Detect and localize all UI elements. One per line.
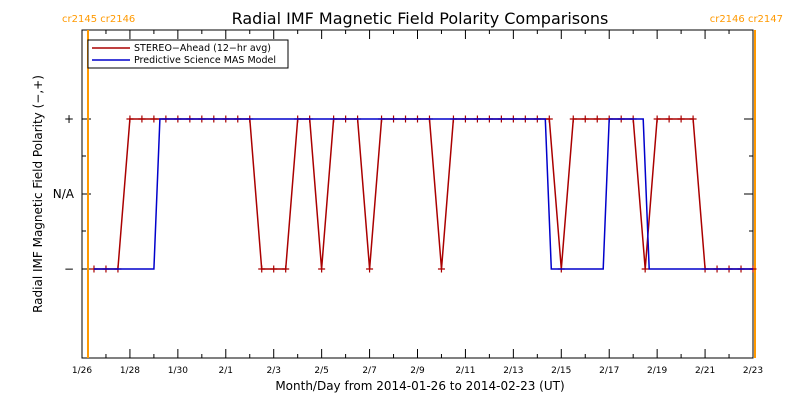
stereo-data-point xyxy=(126,115,134,123)
plot-frame xyxy=(81,29,754,359)
x-tick-label: 2/15 xyxy=(551,366,571,376)
x-tick-label: 2/3 xyxy=(266,366,280,376)
stereo-polarity-line xyxy=(94,118,753,270)
x-tick-label: 2/13 xyxy=(503,366,523,376)
stereo-data-point xyxy=(641,265,649,273)
stereo-data-point xyxy=(677,115,685,123)
stereo-data-point xyxy=(150,115,158,123)
x-axis: 1/26 1/28 1/30 2/1 2/3 2/5 2/7 2/9 2/11 2/13 2/15 2… xyxy=(72,30,763,376)
legend-label-mas: Predictive Science MAS Model xyxy=(134,55,276,66)
stereo-data-point xyxy=(366,265,374,273)
y-tick-label: − xyxy=(64,262,74,276)
x-tick-label: 1/26 xyxy=(72,366,92,376)
stereo-data-point xyxy=(270,265,278,273)
mas-model-polarity-line xyxy=(94,118,753,270)
y-tick-label: N/A xyxy=(53,187,75,201)
stereo-data-point xyxy=(282,265,290,273)
x-tick-label: 2/23 xyxy=(743,366,763,376)
stereo-data-point xyxy=(545,115,553,123)
x-tick-label: 2/21 xyxy=(695,366,715,376)
x-tick-label: 2/19 xyxy=(647,366,667,376)
chart-title: Radial IMF Magnetic Field Polarity Compa… xyxy=(232,9,609,28)
stereo-data-point xyxy=(689,115,697,123)
stereo-data-point xyxy=(665,115,673,123)
x-tick-label: 2/17 xyxy=(599,366,619,376)
x-tick-label: 2/11 xyxy=(455,366,475,376)
stereo-data-point xyxy=(138,115,146,123)
y-axis-label: Radial IMF Magnetic Field Polarity (−,+) xyxy=(31,75,45,313)
x-tick-label: 1/28 xyxy=(120,366,140,376)
stereo-data-point xyxy=(653,115,661,123)
legend-label-stereo: STEREO−Ahead (12−hr avg) xyxy=(134,43,271,54)
stereo-data-point xyxy=(569,115,577,123)
y-tick-label: + xyxy=(64,112,74,126)
series-group xyxy=(90,115,757,273)
carrington-rotation-markers: cr2145 cr2146 cr2146 cr2147 xyxy=(62,14,783,358)
x-tick-label: 2/1 xyxy=(219,366,233,376)
y-axis: − N/A + xyxy=(53,112,753,276)
x-axis-label: Month/Day from 2014-01-26 to 2014-02-23 … xyxy=(275,379,564,393)
carrington-marker-label: cr2145 cr2146 xyxy=(62,14,135,25)
x-tick-label: 2/7 xyxy=(362,366,376,376)
carrington-marker-label: cr2146 cr2147 xyxy=(710,14,783,25)
x-tick-label: 2/5 xyxy=(314,366,328,376)
stereo-data-point xyxy=(258,265,266,273)
legend: STEREO−Ahead (12−hr avg) Predictive Scie… xyxy=(87,39,289,69)
stereo-data-point xyxy=(581,115,589,123)
legend-box xyxy=(87,39,289,69)
stereo-data-point xyxy=(593,115,601,123)
x-tick-label: 1/30 xyxy=(168,366,188,376)
stereo-data-point xyxy=(318,265,326,273)
x-tick-label: 2/9 xyxy=(410,366,425,376)
stereo-data-point xyxy=(437,265,445,273)
